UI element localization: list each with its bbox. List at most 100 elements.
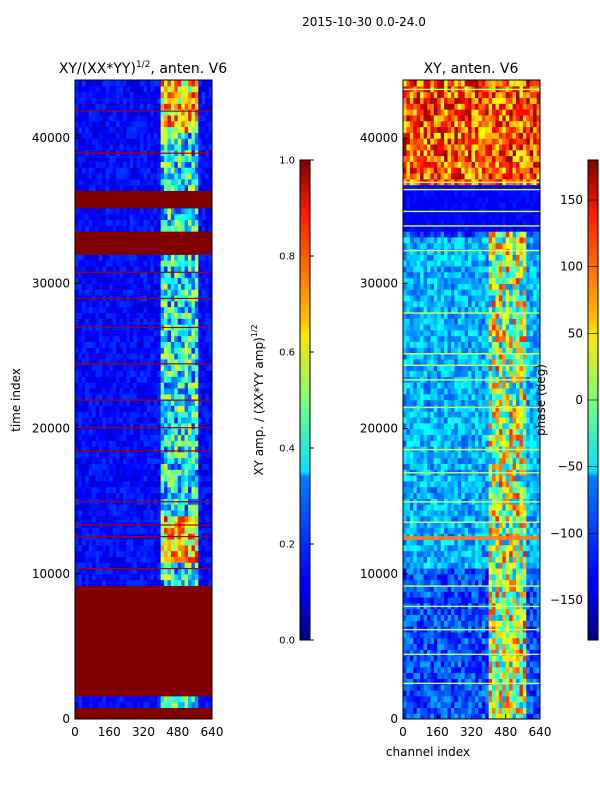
heatmap-cell <box>75 231 80 238</box>
heatmap-cell <box>143 341 148 348</box>
heatmap-cell <box>184 707 189 714</box>
heatmap-cell <box>109 254 114 261</box>
heatmap-cell <box>184 393 189 401</box>
heatmap-cell <box>92 167 97 174</box>
heatmap-cell <box>88 300 93 308</box>
heatmap-cell <box>181 527 186 534</box>
heatmap-cell <box>109 527 114 534</box>
heatmap-cell <box>164 341 169 348</box>
heatmap-cell <box>150 207 155 215</box>
heatmap-cell <box>157 579 162 586</box>
heatmap-cell <box>105 353 110 360</box>
heatmap-cell <box>426 695 431 703</box>
heatmap-cell <box>150 567 155 575</box>
heatmap-cell <box>188 353 193 360</box>
heatmap-cell <box>403 643 408 650</box>
heatmap-cell <box>143 91 148 99</box>
heatmap-cell <box>188 103 193 110</box>
heatmap-cell <box>201 637 206 645</box>
heatmap-cell <box>146 289 151 296</box>
heatmap-cell <box>136 387 141 395</box>
heatmap-cell <box>153 167 158 174</box>
heatmap-cell <box>164 509 169 517</box>
heatmap-cell <box>143 399 148 406</box>
heatmap-cell <box>136 277 141 284</box>
heatmap-cell <box>181 608 186 616</box>
heatmap-cell <box>102 614 107 621</box>
heatmap-cell <box>208 463 212 470</box>
heatmap-cell <box>194 329 199 337</box>
heatmap-cell <box>181 201 186 209</box>
heatmap-cell <box>164 672 169 679</box>
heatmap-cell <box>495 689 500 697</box>
heatmap-cell <box>126 91 131 99</box>
heatmap-cell <box>403 695 408 703</box>
heatmap-cell <box>409 672 414 679</box>
heatmap-cell <box>136 347 141 354</box>
heatmap-cell <box>170 225 175 232</box>
heatmap-cell <box>201 260 206 267</box>
heatmap-cell <box>146 637 151 645</box>
heatmap-cell <box>92 85 97 93</box>
y-tick-label: 0 <box>62 712 70 726</box>
heatmap-cell <box>198 492 203 499</box>
heatmap-cell <box>205 289 210 296</box>
heatmap-cell <box>109 666 114 674</box>
heatmap-cell <box>122 80 127 87</box>
heatmap-cell <box>75 254 80 261</box>
heatmap-cell <box>516 643 521 650</box>
heatmap-cell <box>191 213 196 221</box>
heatmap-cell <box>160 80 165 87</box>
heatmap-cell <box>495 684 500 691</box>
heatmap-cell <box>160 689 165 697</box>
heatmap-cell <box>188 597 193 604</box>
heatmap-cell <box>450 649 455 656</box>
heatmap-cell <box>198 643 203 650</box>
heatmap-cell <box>205 707 210 714</box>
heatmap-cell <box>450 701 455 708</box>
heatmap-cell <box>194 713 199 719</box>
heatmap-cell <box>502 713 507 719</box>
heatmap-cell <box>136 207 141 215</box>
heatmap-cell <box>126 405 131 412</box>
heatmap-cell <box>191 480 196 488</box>
heatmap-cell <box>150 178 155 186</box>
heatmap-cell <box>167 655 172 662</box>
heatmap-cell <box>122 608 127 616</box>
heatmap-cell <box>146 329 151 337</box>
heatmap-cell <box>450 672 455 679</box>
heatmap-cell <box>129 463 134 470</box>
heatmap-cell <box>170 631 175 639</box>
heatmap-cell <box>526 689 531 697</box>
heatmap-cell <box>140 678 145 685</box>
heatmap-cell <box>406 655 411 662</box>
heatmap-cell <box>133 271 138 279</box>
heatmap-cell <box>181 544 186 552</box>
heatmap-cell <box>194 643 199 650</box>
heatmap-cell <box>174 300 179 308</box>
heatmap-cell <box>112 591 117 598</box>
heatmap-cell <box>146 376 151 383</box>
heatmap-cell <box>205 271 210 279</box>
heatmap-cell <box>426 666 431 674</box>
heatmap-cell <box>143 602 148 610</box>
heatmap-cell <box>98 364 103 372</box>
heatmap-cell <box>98 382 103 389</box>
heatmap-cell <box>167 370 172 377</box>
heatmap-cell <box>122 701 127 708</box>
heatmap-cell <box>191 201 196 209</box>
heatmap-cell <box>88 172 93 180</box>
heatmap-cell <box>512 678 517 685</box>
heatmap-cell <box>133 614 138 621</box>
heatmap-cell <box>75 341 80 348</box>
heatmap-cell <box>126 608 131 616</box>
heatmap-cell <box>88 451 93 459</box>
heatmap-cell <box>177 265 182 273</box>
heatmap-cell <box>167 567 172 575</box>
heatmap-cell <box>95 515 100 523</box>
heatmap-cell <box>116 196 121 203</box>
heatmap-cell <box>105 178 110 186</box>
heatmap-cell <box>201 556 206 563</box>
heatmap-cell <box>208 416 212 424</box>
heatmap-cell <box>160 480 165 488</box>
